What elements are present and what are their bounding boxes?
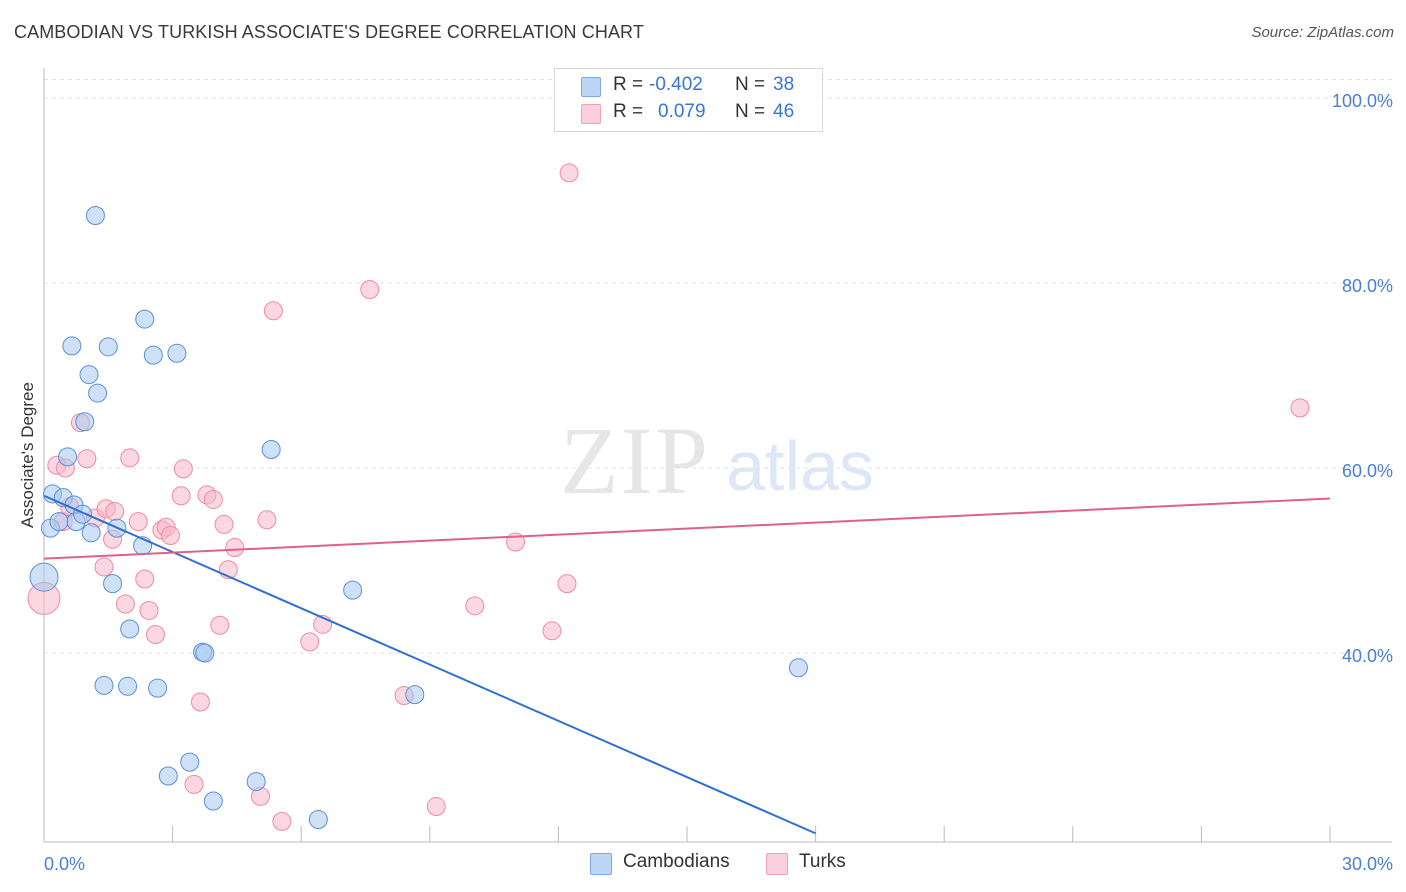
- y-tick-label: 60.0%: [1342, 461, 1393, 481]
- correlation-legend: R = -0.402 N = 38 R = 0.079 N = 46: [554, 68, 823, 132]
- cambodian-point: [143, 345, 163, 365]
- turk-point: [203, 489, 223, 509]
- cambodian-point: [81, 523, 101, 543]
- turk-point: [426, 797, 446, 817]
- legend-swatch-cambodians: [581, 77, 601, 97]
- turk-point: [559, 163, 579, 183]
- cambodian-point: [343, 580, 363, 600]
- turk-point: [225, 538, 245, 558]
- cambodian-point: [120, 619, 140, 639]
- turk-point: [184, 774, 204, 794]
- cambodian-point: [148, 678, 168, 698]
- y-tick-labels: 40.0% 60.0% 80.0% 100.0%: [1332, 91, 1393, 666]
- legend-n-value: 38: [773, 74, 795, 95]
- x-tick-label-max: 30.0%: [1342, 854, 1393, 874]
- turk-point: [105, 501, 125, 521]
- cambodian-point: [167, 343, 187, 363]
- turk-point: [120, 448, 140, 468]
- cambodian-point: [94, 675, 114, 695]
- cambodian-point: [788, 658, 808, 678]
- turk-point: [115, 594, 135, 614]
- trend-lines: [43, 494, 1331, 835]
- cambodian-point: [58, 447, 78, 467]
- cambodian-point: [88, 383, 108, 403]
- turk-point: [257, 510, 277, 530]
- turk-point: [465, 596, 485, 616]
- legend-swatch-turks: [581, 104, 601, 124]
- turk-point: [1290, 398, 1310, 418]
- turk-point: [210, 615, 230, 635]
- legend-r-value: -0.402: [649, 74, 703, 95]
- turk-point: [272, 811, 292, 831]
- turk-point: [173, 459, 193, 479]
- cambodian-point: [158, 766, 178, 786]
- cambodian-point: [308, 810, 328, 829]
- cambodian-point: [135, 309, 155, 329]
- turk-point: [214, 514, 234, 534]
- turk-point: [360, 279, 380, 299]
- x-tick-label-min: 0.0%: [44, 854, 85, 874]
- cambodian-point: [103, 574, 123, 594]
- y-tick-label: 100.0%: [1332, 91, 1393, 111]
- cambodian-point: [29, 562, 59, 592]
- cambodian-point: [75, 412, 95, 432]
- turk-point: [94, 557, 114, 577]
- bottom-swatch-cambodians: [590, 853, 612, 875]
- bottom-label-turks: Turks: [799, 851, 846, 872]
- legend-r-value: 0.079: [658, 101, 706, 122]
- cambodian-point: [98, 337, 118, 357]
- turk-point: [542, 621, 562, 641]
- cambodian-point: [118, 676, 138, 696]
- legend-n-label: N =: [735, 74, 766, 95]
- cambodians-trend-line: [43, 494, 817, 835]
- cambodian-point: [73, 504, 93, 524]
- cambodian-point: [246, 772, 266, 792]
- turk-point: [77, 449, 97, 469]
- chart-title: CAMBODIAN VS TURKISH ASSOCIATE'S DEGREE …: [14, 22, 644, 42]
- source-label: Source: ZipAtlas.com: [1251, 24, 1394, 41]
- turk-point: [171, 486, 191, 506]
- turk-point: [145, 625, 165, 644]
- legend-row-turks: R = 0.079 N = 46: [555, 101, 822, 127]
- axes: [43, 68, 1392, 843]
- y-tick-label: 80.0%: [1342, 276, 1393, 296]
- legend-r-label: R =: [613, 74, 644, 95]
- legend-r-label: R =: [613, 101, 644, 122]
- cambodian-point: [195, 643, 215, 663]
- turk-point: [160, 526, 180, 546]
- cambodian-point: [49, 512, 69, 532]
- turk-point: [135, 569, 155, 589]
- cambodian-point: [180, 752, 200, 772]
- turk-point: [263, 301, 283, 321]
- legend-row-cambodians: R = -0.402 N = 38: [555, 74, 822, 100]
- watermark-atlas: atlas: [726, 427, 874, 505]
- cambodian-point: [85, 205, 105, 225]
- turk-point: [557, 574, 577, 594]
- turks-trend-line: [43, 497, 1331, 560]
- legend-n-value: 46: [773, 101, 795, 122]
- cambodian-point: [203, 791, 223, 811]
- turk-point: [139, 600, 159, 620]
- watermark-zip: ZIP: [560, 407, 710, 514]
- turk-point: [190, 692, 210, 712]
- cambodian-point: [62, 336, 82, 356]
- legend-n-label: N =: [735, 101, 766, 122]
- turk-point: [300, 632, 320, 652]
- y-tick-label: 40.0%: [1342, 646, 1393, 666]
- cambodian-point: [405, 685, 425, 705]
- cambodian-point: [79, 365, 99, 385]
- turk-point: [128, 512, 148, 532]
- cambodian-point: [261, 440, 281, 459]
- gridlines: [44, 79, 1392, 654]
- bottom-label-cambodians: Cambodians: [623, 851, 730, 872]
- bottom-swatch-turks: [766, 853, 788, 875]
